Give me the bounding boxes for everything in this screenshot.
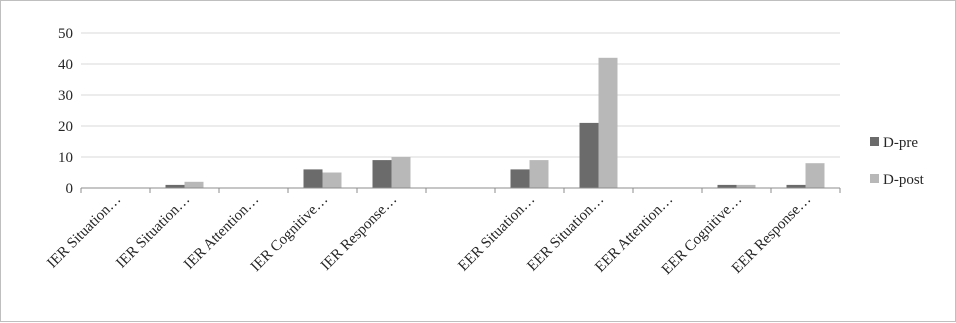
y-tick-label: 30 (58, 88, 73, 104)
bar-d-pre (303, 169, 323, 188)
bar-d-pre (786, 184, 806, 188)
y-tick-label: 0 (66, 181, 74, 197)
legend: D-pre D-post (870, 135, 925, 188)
bar-d-post (736, 184, 756, 188)
x-tick-label: IER Situation… (44, 192, 124, 272)
bar-d-pre (372, 160, 392, 188)
bar-d-post (391, 157, 411, 188)
y-tick-label: 40 (58, 57, 73, 73)
bar-d-post (322, 172, 342, 188)
legend-label-d-pre: D-pre (883, 135, 918, 151)
x-tick-label: IER Response… (318, 192, 400, 274)
y-tick-labels: 0 10 20 30 40 50 (58, 26, 73, 197)
bar-d-post (805, 163, 825, 188)
legend-label-d-post: D-post (883, 172, 925, 188)
bar-d-pre (579, 122, 599, 188)
x-tick-label: IER Situation… (113, 192, 193, 272)
y-tick-label: 20 (58, 119, 73, 135)
y-tick-label: 10 (58, 150, 73, 166)
axes (80, 187, 841, 193)
legend-swatch-d-pre (870, 137, 879, 146)
bar-d-post (184, 181, 204, 188)
gridlines (81, 32, 840, 158)
bar-d-post (529, 160, 549, 188)
legend-swatch-d-post (870, 174, 879, 183)
bars (165, 57, 825, 188)
x-tick-labels: IER Situation…IER Situation…IER Attentio… (44, 192, 814, 278)
bar-d-pre (510, 169, 530, 188)
bar-d-pre (717, 184, 737, 188)
y-tick-label: 50 (58, 26, 73, 42)
bar-d-post (598, 57, 618, 188)
bar-d-pre (165, 184, 185, 188)
